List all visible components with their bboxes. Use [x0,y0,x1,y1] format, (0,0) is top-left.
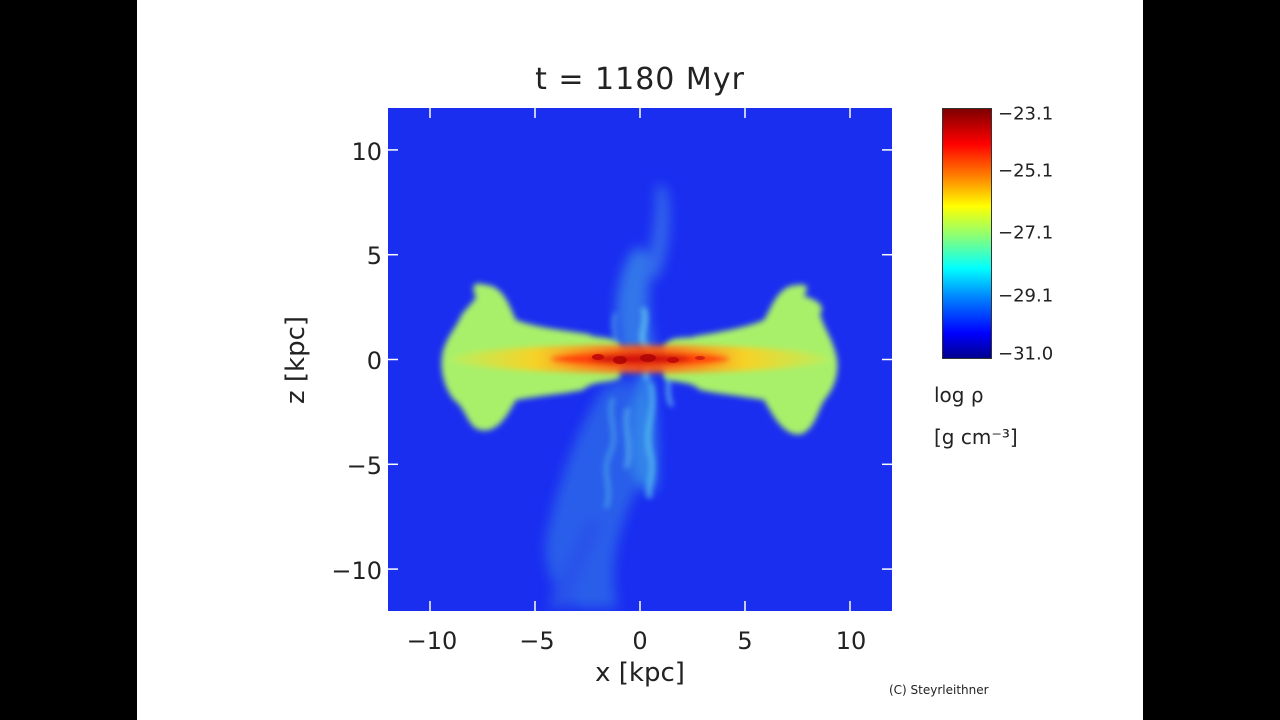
y-tick-label: 5 [366,242,382,270]
x-tick-label: 10 [835,627,867,655]
axis-ticks [388,108,892,611]
density-map [388,108,892,611]
y-tick-label: 10 [351,138,382,166]
colorbar-tick-label: −27.1 [998,222,1054,244]
y-axis-label: z [kpc] [281,315,311,405]
x-axis-label: x [kpc] [595,658,685,688]
x-tick-label: −10 [406,627,458,655]
disk-clumps [592,354,705,364]
galactic-disk [450,345,830,373]
y-tick-label: −5 [346,452,382,480]
y-tick-label: −10 [331,557,382,585]
x-tick-label: 0 [632,627,648,655]
chart-title: t = 1180 Myr [535,62,745,97]
colorbar-label-units: [g cm⁻³] [934,425,1018,449]
colorbar-tick-label: −31.0 [998,343,1054,365]
y-tick-label: 0 [366,347,382,375]
x-tick-label: −5 [519,627,555,655]
credit-text: (C) Steyrleithner [889,683,989,697]
colorbar-label-quantity: log ρ [934,383,984,407]
x-tick-label: 5 [737,627,753,655]
colorbar-tick-label: −23.1 [998,103,1054,125]
colorbar-tick-label: −25.1 [998,160,1054,182]
colorbar-tick-label: −29.1 [998,285,1054,307]
colorbar [942,108,992,359]
